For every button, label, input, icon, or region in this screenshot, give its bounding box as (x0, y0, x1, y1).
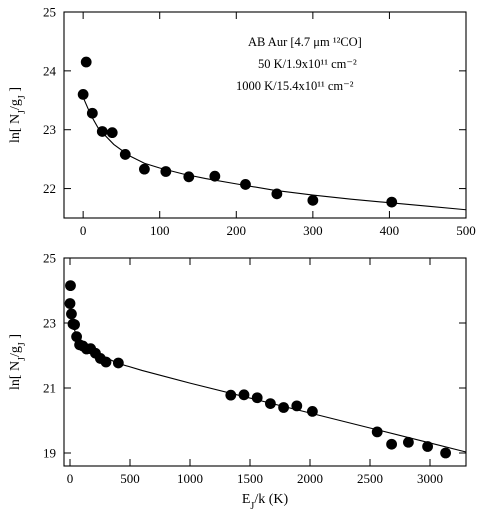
bottom-plot: 0 500 1000 1500 2000 2500 3000 19 21 23 25 ln[ NJ/g… (8, 251, 467, 512)
y-tick-label: 21 (43, 381, 56, 396)
data-point (209, 170, 221, 182)
data-point (65, 280, 76, 292)
data-point (119, 149, 131, 160)
data-point (64, 298, 76, 309)
data-point (86, 107, 98, 119)
y-tick-label: 22 (43, 181, 56, 196)
x-tick-label: 3000 (417, 471, 443, 486)
x-tick-label: 100 (150, 223, 170, 238)
y-axis-label: ln[ NJ/gJ ] (8, 334, 28, 390)
top-annotation: AB Aur [4.7 μm ¹²CO] 50 K/1.9x10¹¹ cm⁻² … (236, 35, 362, 93)
data-point (183, 171, 195, 183)
data-point (139, 163, 150, 175)
annotation-line-3: 1000 K/15.4x10¹¹ cm⁻² (236, 79, 354, 93)
data-point (440, 447, 451, 459)
x-tick-label: 300 (303, 223, 323, 238)
data-point (307, 406, 318, 417)
data-point (291, 400, 303, 412)
x-axis-label: EJ/k (K) (242, 492, 289, 512)
bottom-panel: 0 500 1000 1500 2000 2500 3000 19 21 23 25 ln[ NJ/g… (8, 251, 467, 512)
data-point (112, 357, 124, 369)
x-tick-label: 400 (380, 223, 400, 238)
data-point (238, 389, 250, 401)
data-point (251, 392, 263, 404)
data-point (307, 194, 319, 206)
data-point (271, 188, 283, 200)
data-point (66, 308, 77, 320)
data-point (69, 319, 80, 331)
data-point (106, 127, 118, 139)
data-point (386, 438, 397, 450)
x-tick-label: 0 (67, 471, 74, 486)
data-point (225, 389, 237, 401)
x-tick-label: 500 (120, 471, 140, 486)
data-point (265, 398, 276, 409)
top-panel: 0 100 200 300 400 500 22 23 24 25 ln[ NJ/gJ ] AB A… (8, 5, 476, 239)
y-tick-label: 23 (43, 316, 56, 331)
data-point (278, 402, 289, 413)
data-point (96, 126, 108, 137)
data-point (403, 436, 414, 448)
data-point (371, 426, 383, 438)
x-tick-label: 200 (227, 223, 247, 238)
data-point (160, 166, 172, 177)
annotation-line-1: AB Aur [4.7 μm ¹²CO] (248, 35, 362, 49)
y-tick-label: 25 (43, 5, 56, 20)
x-tick-label: 1500 (237, 471, 263, 486)
plot-frame (63, 257, 467, 467)
y-tick-label: 23 (43, 122, 56, 137)
top-plot: 0 100 200 300 400 500 22 23 24 25 ln[ NJ/gJ ] (8, 5, 476, 239)
plot-frame (63, 11, 467, 219)
data-point (77, 89, 89, 100)
annotation-line-2: 50 K/1.9x10¹¹ cm⁻² (258, 57, 357, 71)
data-point (80, 56, 92, 68)
x-tick-label: 500 (456, 223, 476, 238)
data-point (422, 441, 433, 452)
x-tick-label: 2500 (357, 471, 383, 486)
y-tick-label: 19 (43, 446, 56, 461)
x-tick-label: 0 (80, 223, 87, 238)
data-point (386, 196, 398, 208)
data-point (100, 356, 112, 368)
y-tick-label: 25 (43, 251, 56, 266)
data-point (71, 331, 82, 343)
x-tick-label: 2000 (297, 471, 323, 486)
y-tick-label: 24 (43, 63, 57, 78)
y-axis-label: ln[ NJ/gJ ] (8, 87, 28, 143)
data-point (240, 179, 251, 190)
fit-curve (69, 305, 467, 453)
x-tick-label: 1000 (177, 471, 203, 486)
